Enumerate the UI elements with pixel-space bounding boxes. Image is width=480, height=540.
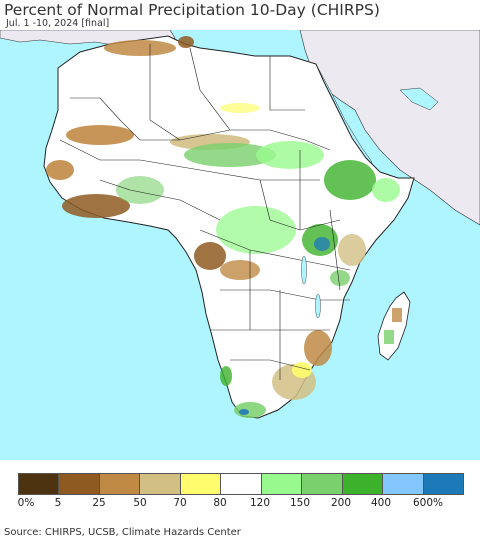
cape-green [234,402,266,418]
africa-precipitation-map [0,30,480,460]
legend-label: 600% [412,497,444,509]
legend-swatch [19,474,60,494]
madagascar-dry [392,308,402,322]
legend-swatch [180,474,222,494]
lake-tanganyika [301,255,307,285]
legend-label: 70 [173,497,187,509]
map-subtitle: Jul. 1 -10, 2024 [final] [6,18,110,29]
congo-dry [220,260,260,280]
legend-label: 200 [330,497,352,509]
north-coast-dry-2 [178,36,194,48]
legend-label: 5 [54,497,62,509]
precipitation-legend [18,473,464,495]
horn-light-green [372,178,400,202]
namibia-green [220,366,232,386]
lake-malawi [315,293,321,319]
source-credit: Source: CHIRPS, UCSB, Climate Hazards Ce… [4,527,241,538]
madagascar-wet [384,330,394,344]
senegal-dry [46,160,74,180]
lake-victoria-blue [314,237,330,251]
legend-label: 120 [249,497,271,509]
map-title: Percent of Normal Precipitation 10-Day (… [4,1,380,19]
legend-label: 80 [213,497,227,509]
west-coast-green [116,176,164,204]
legend-swatch [342,474,384,494]
gabon-dry [194,242,226,270]
legend-labels: 0% 5 25 50 70 80 120 150 200 400 600% [0,497,480,511]
legend-label: 50 [133,497,147,509]
country-borders [59,44,351,380]
legend-label: 150 [289,497,311,509]
legend-swatch [221,474,262,494]
cape-blue [239,409,249,415]
legend-swatch [302,474,343,494]
legend-swatch [140,474,181,494]
kenya-tan [338,234,366,266]
ethiopia-wet [324,160,376,200]
east-coast-green [330,270,350,286]
sahel-light [220,103,260,113]
legend-swatch [423,474,463,494]
legend-label: 25 [92,497,106,509]
sahel-wet-central [184,143,276,167]
guinea-coast-dry [62,194,130,218]
south-africa-yellow [292,362,312,378]
sahel-dry-west [66,125,134,145]
mozambique-dry [304,330,332,366]
legend-label: 0% [17,497,35,509]
legend-swatch [383,474,424,494]
legend-swatch [59,474,100,494]
north-coast-dry [104,40,176,56]
legend-swatch [99,474,141,494]
central-green [216,206,296,254]
sahel-wet-east [256,141,324,169]
persian-gulf [399,87,439,111]
legend-swatch [261,474,303,494]
legend-label: 400 [370,497,392,509]
